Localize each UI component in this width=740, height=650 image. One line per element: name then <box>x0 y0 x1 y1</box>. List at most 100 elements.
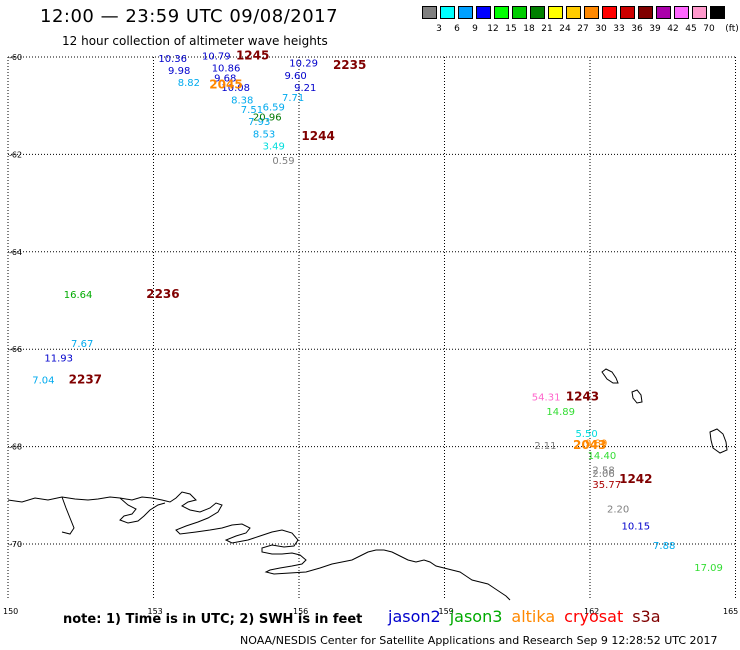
pass-time-label: 2045 <box>209 78 242 92</box>
page-subtitle: 12 hour collection of altimeter wave hei… <box>62 34 328 48</box>
lat-lon-grid <box>7 56 736 600</box>
latitude-label: -60 <box>9 53 22 62</box>
wave-height-value: 14.40 <box>588 451 617 462</box>
legend-label: 18 <box>523 24 535 34</box>
wave-height-value: 6.59 <box>263 103 285 114</box>
axis-labels: -60 -62 -64 -66 -68 -70 150 153 156 159 162 165 <box>3 53 738 616</box>
wave-height-value: 10.15 <box>622 521 651 532</box>
legend-label: 39 <box>649 24 661 34</box>
wave-height-value: 2.11 <box>534 441 556 452</box>
pass-time-label: 2236 <box>146 287 179 301</box>
legend-swatch <box>584 6 599 19</box>
legend-swatch <box>602 6 617 19</box>
page-title: 12:00 — 23:59 UTC 09/08/2017 <box>40 6 339 27</box>
legend-label: 24 <box>559 24 571 34</box>
wave-height-value: 9.60 <box>284 71 306 82</box>
latitude-label: -66 <box>9 345 22 354</box>
island-3 <box>709 428 728 454</box>
legend-label: 6 <box>454 24 460 34</box>
wave-height-value: 9.68 <box>214 73 236 84</box>
wave-height-value: 7.67 <box>71 339 93 350</box>
legend-swatch <box>422 6 437 19</box>
latitude-label: -62 <box>9 150 22 159</box>
wave-height-value: 7.88 <box>653 541 675 552</box>
legend-label: 3 <box>436 24 442 34</box>
wave-height-value: 17.09 <box>694 563 723 574</box>
wave-height-value: 2.58 <box>592 465 614 476</box>
longitude-label: 156 <box>293 607 308 616</box>
island-1 <box>601 368 619 384</box>
wave-height-value: 9.89 <box>585 439 607 450</box>
legend-label: 36 <box>631 24 643 34</box>
legend-swatch <box>656 6 671 19</box>
pass-time-label: 1244 <box>301 129 334 143</box>
pass-time-label: 1242 <box>619 472 652 486</box>
latitude-label: -64 <box>9 248 22 257</box>
wave-height-value: 35.77 <box>592 480 621 491</box>
legend-swatch <box>512 6 527 19</box>
wave-height-value: 7.93 <box>248 117 270 128</box>
legend-swatch <box>440 6 455 19</box>
wave-height-value: 16.64 <box>64 290 93 301</box>
coastline <box>7 368 728 601</box>
satellite-name-altika: altika <box>511 607 556 626</box>
legend-label: 30 <box>595 24 607 34</box>
wave-height-value: 14.89 <box>546 407 575 418</box>
legend-swatch <box>674 6 689 19</box>
wave-height-value: 9.98 <box>168 66 190 77</box>
wave-height-observations: 10.36 10.79 9.98 10.86 8.82 9.6810.088.387.51… <box>32 51 723 573</box>
wave-height-value: 54.31 <box>532 392 561 403</box>
wave-height-value: 0.59 <box>272 156 294 167</box>
legend-swatch <box>638 6 653 19</box>
wave-height-value: 3.49 <box>263 142 285 153</box>
wave-height-value: 8.82 <box>178 78 200 89</box>
wave-height-value: 20.96 <box>253 112 282 123</box>
legend-label: 45 <box>685 24 697 34</box>
wave-height-value: 10.36 <box>158 54 187 65</box>
legend-unit: (ft) <box>725 24 739 34</box>
island-2 <box>631 389 643 404</box>
wave-height-value: 8.53 <box>253 129 275 140</box>
legend-swatch <box>476 6 491 19</box>
credit-line: NOAA/NESDIS Center for Satellite Applica… <box>240 634 718 647</box>
coast-inlet-2 <box>61 496 75 535</box>
legend-label: 27 <box>577 24 589 34</box>
legend-label: 12 <box>487 24 499 34</box>
pass-time-label: 2235 <box>333 58 366 72</box>
wave-height-value: 9.21 <box>294 83 316 94</box>
pass-time-label: 2043 <box>573 438 606 452</box>
legend-swatch <box>530 6 545 19</box>
satellite-name-jason3: jason3 <box>449 607 503 626</box>
wave-height-value: 2.06 <box>592 469 614 480</box>
longitude-label: 150 <box>3 607 18 616</box>
satellite-name-cryosat: cryosat <box>564 607 624 626</box>
latitude-label: -68 <box>9 443 22 452</box>
legend-swatch <box>692 6 707 19</box>
wave-height-value: 7.04 <box>32 375 54 386</box>
wave-height-value: 10.08 <box>221 83 250 94</box>
wave-height-value: 8.38 <box>231 95 253 106</box>
legend-label: 70 <box>703 24 715 34</box>
wave-height-value: 10.29 <box>289 59 318 70</box>
longitude-label: 159 <box>439 607 454 616</box>
pass-time-labels: 1245 2235 2045 1244 2236 2237 1243 2043 1242 <box>69 48 653 486</box>
satellite-name-jason2: jason2 <box>388 607 441 626</box>
longitude-label: 165 <box>723 607 738 616</box>
wave-height-value: 10.79 <box>202 51 231 62</box>
legend-swatch <box>494 6 509 19</box>
pass-time-label: 1245 <box>236 48 269 62</box>
coast-inlet-1 <box>119 497 166 524</box>
antarctic-coastline <box>7 491 511 601</box>
footer-note: note: 1) Time is in UTC; 2) SWH is in fe… <box>63 612 363 627</box>
legend-label: 9 <box>472 24 478 34</box>
satellite-legend: jason2 jason3 altika cryosat s3a <box>388 607 670 626</box>
wave-height-value: 11.93 <box>44 353 73 364</box>
wave-height-value: 5.50 <box>575 429 597 440</box>
pass-time-label: 2237 <box>69 372 102 386</box>
legend-label: 15 <box>505 24 517 34</box>
latitude-label: -70 <box>9 540 22 549</box>
wave-height-value: 2.20 <box>607 504 629 515</box>
legend-label: 33 <box>613 24 625 34</box>
